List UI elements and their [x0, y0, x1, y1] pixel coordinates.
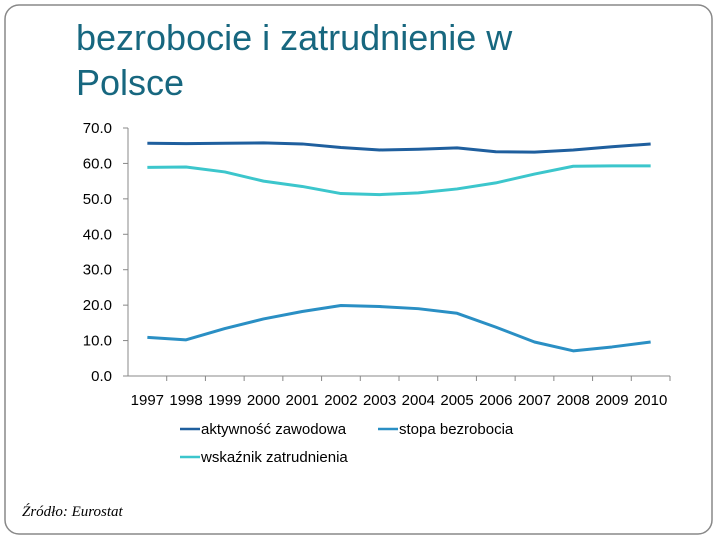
line-series	[147, 303, 651, 353]
x-tick-label: 2000	[247, 392, 280, 409]
y-tick-label: 70.0	[83, 120, 112, 137]
legend-label: wskaźnik zatrudnienia	[200, 449, 348, 466]
y-tick-label: 40.0	[83, 226, 112, 243]
x-tick-label: 2001	[286, 392, 319, 409]
y-tick-label: 0.0	[91, 368, 112, 385]
x-tick-label: 2002	[324, 392, 357, 409]
line-series	[147, 164, 651, 197]
x-tick-label: 2003	[363, 392, 396, 409]
slide-border	[4, 4, 713, 535]
x-tick-label: 2009	[595, 392, 628, 409]
x-tick-label: 2005	[440, 392, 473, 409]
x-tick-label: 2008	[557, 392, 590, 409]
y-tick-label: 20.0	[83, 297, 112, 314]
x-tick-label: 1998	[169, 392, 202, 409]
y-tick-label: 60.0	[83, 155, 112, 172]
source: Źródło: Eurostat	[22, 503, 124, 520]
y-tick-label: 10.0	[83, 333, 112, 350]
legend-label: aktywność zawodowa	[201, 421, 347, 438]
line-series	[147, 141, 651, 154]
x-tick-label: 1997	[131, 392, 164, 409]
title-line: bezrobocie i zatrudnienie w	[76, 17, 513, 58]
x-tick-label: 2010	[634, 392, 667, 409]
x-tick-label: 2006	[479, 392, 512, 409]
x-tick-label: 1999	[208, 392, 241, 409]
legend-label: stopa bezrobocia	[399, 421, 514, 438]
y-tick-label: 50.0	[83, 191, 112, 208]
x-tick-label: 2007	[518, 392, 551, 409]
title-line: Polsce	[76, 62, 184, 103]
x-tick-label: 2004	[402, 392, 435, 409]
y-tick-label: 30.0	[83, 262, 112, 279]
